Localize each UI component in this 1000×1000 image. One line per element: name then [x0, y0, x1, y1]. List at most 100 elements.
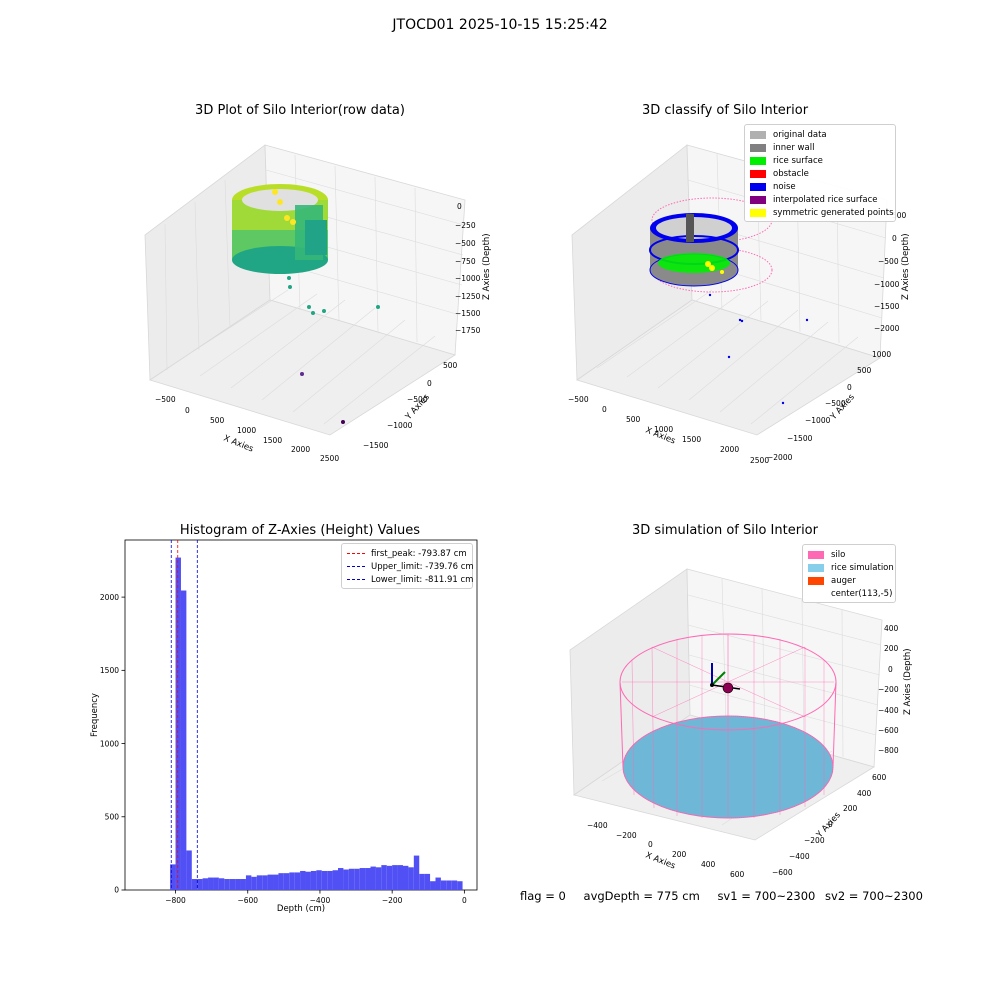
simulation-3d-plot: −400 −200 0 200 400 600 600 400 200 0 −2…	[569, 568, 913, 879]
simulation-legend-swatch	[808, 563, 824, 572]
histogram-bar	[359, 868, 366, 890]
histogram-chart: −800 −600 −400 −200 0 0 500 1000 1500 2000 Depth…	[90, 539, 478, 914]
histogram-bar	[435, 877, 441, 890]
histogram-bar	[283, 873, 290, 890]
simulation-legend-label: silo	[831, 549, 846, 560]
histogram-legend-label: Lower_limit: -811.91 cm	[371, 574, 474, 585]
histogram-bar	[440, 880, 447, 890]
simulation-legend: silo rice simulation auger center(113,-5)	[802, 544, 896, 603]
simulation-ytick: −200	[804, 836, 825, 845]
classify-legend-swatch	[750, 208, 766, 217]
histogram-legend-item: Upper_limit: -739.76 cm	[347, 560, 474, 573]
histogram-bar	[408, 867, 414, 890]
raw-ztick: −1000	[455, 274, 481, 283]
simulation-ztick: 400	[884, 624, 899, 633]
histogram-legend: first_peak: -793.87 cm Upper_limit: -739.…	[341, 543, 474, 589]
histogram-xticks: −800 −600 −400 −200 0	[165, 890, 467, 905]
histogram-bar	[251, 876, 257, 890]
raw-plot-title: 3D Plot of Silo Interior(row data)	[195, 103, 405, 118]
simulation-ztick: −600	[878, 726, 899, 735]
simulation-xtick: −200	[616, 831, 637, 840]
histogram-legend-swatch	[347, 566, 365, 567]
histogram-legend-swatch	[347, 553, 365, 554]
classify-legend-swatch	[750, 130, 766, 139]
classify-ztick: −1000	[874, 280, 900, 289]
classify-zlabel: Z Axies (Depth)	[901, 233, 911, 300]
histogram-ytick-label: 2000	[100, 593, 119, 602]
simulation-legend-swatch	[808, 550, 824, 559]
simulation-legend-swatch	[808, 576, 824, 585]
histogram-bar	[457, 881, 463, 890]
classify-ztick: −1500	[874, 302, 900, 311]
classify-legend-item: original data	[750, 128, 890, 141]
avg-depth-text: avgDepth = 775 cm	[583, 889, 700, 903]
classify-scatter-points	[649, 197, 809, 405]
histogram-bar	[245, 875, 252, 890]
classify-legend-item: obstacle	[750, 167, 890, 180]
classify-xtick: 1000	[654, 425, 673, 434]
histogram-yticks: 0 500 1000 1500 2000	[100, 593, 125, 895]
histogram-legend-item: first_peak: -793.87 cm	[347, 547, 467, 560]
histogram-ytick-label: 1500	[100, 666, 119, 675]
classify-xtick: 500	[626, 415, 641, 424]
simulation-legend-label: rice simulation	[831, 562, 894, 573]
classify-ytick: 0	[847, 383, 852, 392]
raw-xtick: 1500	[263, 436, 282, 445]
raw-ztick: −1750	[455, 326, 481, 335]
histogram-xtick-label: −600	[237, 896, 258, 905]
histogram-bar	[419, 873, 425, 890]
histogram-bar	[191, 879, 198, 890]
histogram-legend-item: Lower_limit: -811.91 cm	[347, 573, 473, 586]
histogram-bar	[180, 590, 187, 890]
classify-legend-item: interpolated rice surface	[750, 193, 890, 206]
histogram-bar	[267, 874, 274, 890]
histogram-bar	[213, 877, 219, 890]
histogram-bar	[338, 868, 344, 890]
classify-legend-item: symmetric generated points	[750, 206, 894, 219]
simulation-ztick: −200	[878, 685, 899, 694]
classify-legend-label: original data	[773, 129, 827, 140]
simulation-legend-label: auger	[831, 575, 856, 586]
raw-ztick: −1250	[455, 292, 481, 301]
histogram-bar	[289, 872, 295, 890]
figure-title: JTOCD01 2025-10-15 15:25:42	[392, 17, 608, 33]
footer-stats: flag = 0 avgDepth = 775 cm sv1 = 700~230…	[520, 889, 937, 903]
simulation-xtick: 200	[672, 850, 687, 859]
raw-ztick: 0	[457, 202, 462, 211]
histogram-bar	[365, 868, 371, 890]
classify-legend-swatch	[750, 156, 766, 165]
classify-xtick: 2000	[720, 445, 739, 454]
histogram-bar	[294, 872, 301, 890]
raw-ytick: −1500	[363, 441, 389, 450]
histogram-bar	[354, 868, 360, 890]
simulation-silo	[619, 633, 837, 819]
classify-ztick: −2000	[874, 324, 900, 333]
histogram-bar	[397, 865, 403, 890]
histogram-xlabel: Depth (cm)	[277, 904, 325, 914]
histogram-bar	[305, 871, 311, 890]
classify-ztick: 500	[892, 211, 907, 220]
classify-legend-swatch	[750, 143, 766, 152]
classify-ytick: −1000	[805, 416, 831, 425]
histogram-bar	[202, 878, 209, 890]
raw-axis-ticks: −500 0 500 1000 1500 2000 2500 500 0 −50…	[155, 202, 481, 463]
histogram-bar	[218, 878, 225, 890]
histogram-bar	[446, 880, 452, 890]
raw-xtick: 2000	[291, 445, 310, 454]
histogram-bar	[170, 864, 176, 890]
histogram-bar	[392, 865, 398, 890]
histogram-bar	[175, 557, 181, 890]
sv2-text: sv2 = 700~2300	[825, 889, 923, 903]
classify-legend-label: noise	[773, 181, 796, 192]
simulation-ztick: −400	[878, 706, 899, 715]
histogram-bar	[229, 879, 236, 890]
classify-legend-label: rice surface	[773, 155, 823, 166]
histogram-bar	[332, 870, 339, 890]
classify-xtick: −500	[568, 395, 589, 404]
raw-ztick: −500	[455, 239, 476, 248]
simulation-ztick: −800	[878, 746, 899, 755]
simulation-legend-item: rice simulation	[808, 561, 894, 574]
classify-plot-title: 3D classify of Silo Interior	[641, 103, 809, 118]
raw-xtick: 1000	[237, 426, 256, 435]
classify-ytick: 500	[857, 366, 872, 375]
